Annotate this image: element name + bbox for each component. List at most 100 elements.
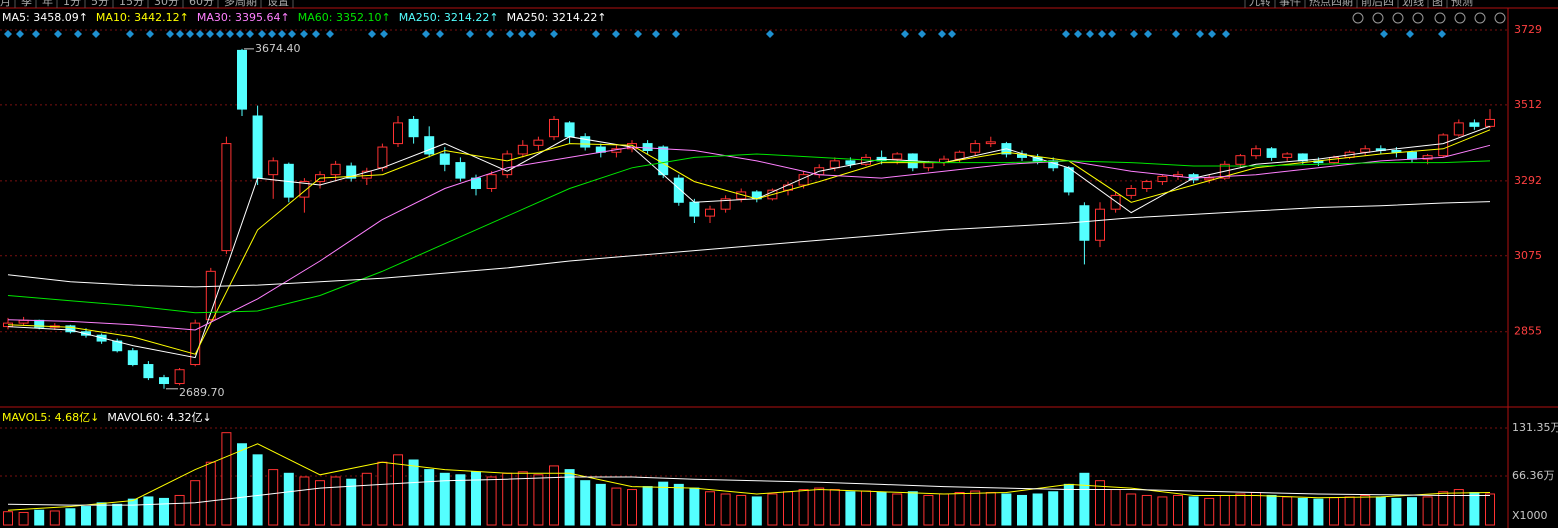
volume-bar	[424, 469, 435, 526]
signal-marker	[380, 30, 388, 38]
signal-marker	[368, 30, 376, 38]
volume-bar	[221, 432, 232, 526]
signal-marker	[312, 30, 320, 38]
toolbar-button[interactable]: 季	[21, 0, 32, 8]
legend-entry: MA250: 3214.22↑	[507, 11, 607, 24]
candle-body	[705, 208, 715, 217]
volume-bar	[3, 511, 13, 526]
toolbar-button[interactable]: 30分	[154, 0, 179, 8]
volume-bar	[1297, 497, 1308, 526]
signal-marker	[186, 30, 194, 38]
toolbar-button[interactable]: 划线	[1402, 0, 1424, 8]
toolbar-button[interactable]: 预测	[1451, 0, 1473, 8]
signal-marker	[1380, 30, 1388, 38]
signal-marker	[1074, 30, 1082, 38]
toolbar-button[interactable]: 热点四期	[1309, 0, 1353, 8]
toolbar-button[interactable]: 年	[42, 0, 53, 8]
candle-body	[564, 122, 575, 138]
volume-bar	[783, 491, 793, 526]
candle-body	[829, 160, 840, 169]
candle-body	[330, 163, 341, 176]
toolbar-button[interactable]: 九转	[1249, 0, 1271, 8]
signal-marker	[300, 30, 308, 38]
toolbar-button[interactable]: 前后四	[1361, 0, 1394, 8]
candle-body	[174, 369, 185, 385]
volume-bar	[1391, 497, 1402, 526]
volume-bar	[876, 492, 887, 526]
candle-body	[549, 118, 559, 138]
signal-marker	[528, 30, 536, 38]
legend-entry: MA10: 3442.12↑	[96, 11, 189, 24]
candle-body	[533, 139, 544, 146]
tool-icon[interactable]	[1494, 12, 1506, 24]
candle-body	[1282, 153, 1293, 158]
candle-body	[221, 143, 232, 252]
toolbar-button[interactable]: 60分	[189, 0, 214, 8]
candle-body	[455, 162, 466, 179]
tool-icon[interactable]	[1454, 12, 1466, 24]
candle-body	[159, 377, 169, 385]
volume-bar	[502, 472, 513, 526]
candle-body	[361, 170, 372, 179]
tool-icon[interactable]	[1412, 12, 1424, 24]
legend-entry: MA30: 3395.64↑	[197, 11, 290, 24]
candle-body	[268, 160, 279, 176]
candle-body	[1235, 155, 1246, 165]
candle-body	[237, 49, 247, 110]
signal-marker	[236, 30, 244, 38]
volume-bar	[1282, 496, 1293, 526]
signal-marker	[672, 30, 680, 38]
signal-marker	[518, 30, 526, 38]
signal-marker	[54, 30, 62, 38]
volume-bar	[96, 502, 107, 526]
volume-bar	[1329, 497, 1339, 526]
signal-marker	[326, 30, 334, 38]
tool-icon[interactable]	[1474, 12, 1486, 24]
candle-body	[1453, 122, 1464, 136]
toolbar-button[interactable]: 设置	[267, 0, 289, 8]
volume-bar	[377, 461, 388, 526]
tool-icon[interactable]	[1392, 12, 1404, 24]
volume-bar	[1001, 493, 1012, 526]
tool-icon[interactable]	[1434, 12, 1446, 24]
toolbar-button[interactable]: 5分	[91, 0, 109, 8]
signal-marker	[901, 30, 909, 38]
volume-bar	[65, 508, 76, 526]
candle-body	[486, 174, 497, 189]
signal-marker	[592, 30, 600, 38]
candle-body	[673, 177, 684, 203]
signal-marker	[1144, 30, 1152, 38]
vol-tick-label: 131.35万	[1512, 421, 1558, 434]
toolbar-button[interactable]: 15分	[119, 0, 144, 8]
signal-marker	[422, 30, 430, 38]
tool-icon[interactable]	[1352, 12, 1364, 24]
toolbar-button[interactable]: 图	[1432, 0, 1443, 8]
candle-body	[1032, 156, 1043, 162]
vol-tick-label: 66.36万	[1512, 469, 1555, 482]
toolbar-button[interactable]: 多周期	[224, 0, 257, 8]
candle-body	[502, 153, 513, 176]
candle-body	[1438, 134, 1449, 157]
volume-bar	[517, 471, 528, 526]
candle-body	[1407, 151, 1417, 160]
candle-body	[985, 141, 996, 145]
volume-bar	[237, 443, 247, 526]
signal-marker	[1086, 30, 1094, 38]
volume-bar	[1485, 493, 1495, 526]
toolbar-button[interactable]: 事件	[1279, 0, 1301, 8]
volume-bar	[18, 511, 29, 526]
volume-bar	[1344, 496, 1355, 526]
candle-body	[18, 319, 29, 324]
candle-body	[1141, 181, 1152, 189]
toolbar-button[interactable]: 月	[0, 0, 11, 8]
tool-icon[interactable]	[1372, 12, 1384, 24]
toolbar-button[interactable]: 1分	[63, 0, 81, 8]
volume-bar	[408, 459, 419, 526]
signal-marker	[1130, 30, 1138, 38]
volume-bar	[1266, 494, 1277, 526]
volume-bar	[814, 487, 825, 526]
volume-bar	[81, 506, 91, 526]
signal-marker	[1172, 30, 1180, 38]
volume-bar	[705, 491, 715, 526]
